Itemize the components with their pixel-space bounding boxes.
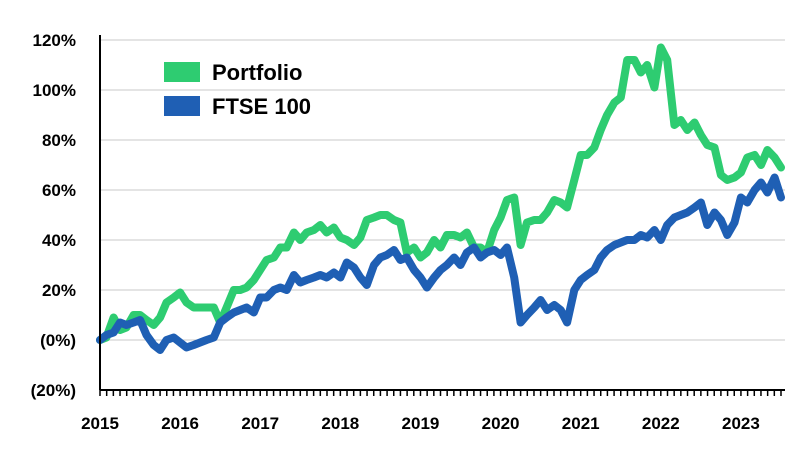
x-tick-label: 2020 xyxy=(482,414,520,433)
legend: Portfolio FTSE 100 xyxy=(164,60,311,119)
y-tick-label: 120% xyxy=(33,31,76,50)
legend-swatch xyxy=(164,62,200,82)
y-tick-label: 40% xyxy=(42,231,76,250)
series-line-ftse-100 xyxy=(96,173,785,354)
y-tick-label: 20% xyxy=(42,281,76,300)
axes xyxy=(99,35,785,396)
x-tick-label: 2018 xyxy=(321,414,359,433)
y-tick-label: (0%) xyxy=(40,331,76,350)
gridlines xyxy=(100,39,785,341)
legend-swatch xyxy=(164,96,200,116)
legend-label: Portfolio xyxy=(212,60,302,85)
x-tick-label: 2019 xyxy=(402,414,440,433)
y-tick-label: (20%) xyxy=(31,381,76,400)
legend-label: FTSE 100 xyxy=(212,94,311,119)
y-tick-label: 100% xyxy=(33,81,76,100)
x-tick-label: 2015 xyxy=(81,414,119,433)
x-tick-label: 2017 xyxy=(241,414,279,433)
y-axis-tick-labels: 120% 100% 80% 60% 40% 20% (0%) (20%) xyxy=(31,31,76,400)
x-axis-tick-labels: 2015 2016 2017 2018 2019 2020 2021 2022 2023 xyxy=(81,414,760,433)
y-tick-label: 60% xyxy=(42,181,76,200)
x-tick-label: 2021 xyxy=(562,414,600,433)
series-line-portfolio xyxy=(96,43,785,344)
x-tick-label: 2016 xyxy=(161,414,199,433)
x-tick-label: 2023 xyxy=(722,414,760,433)
y-tick-label: 80% xyxy=(42,131,76,150)
series-lines xyxy=(96,43,785,354)
x-tick-label: 2022 xyxy=(642,414,680,433)
